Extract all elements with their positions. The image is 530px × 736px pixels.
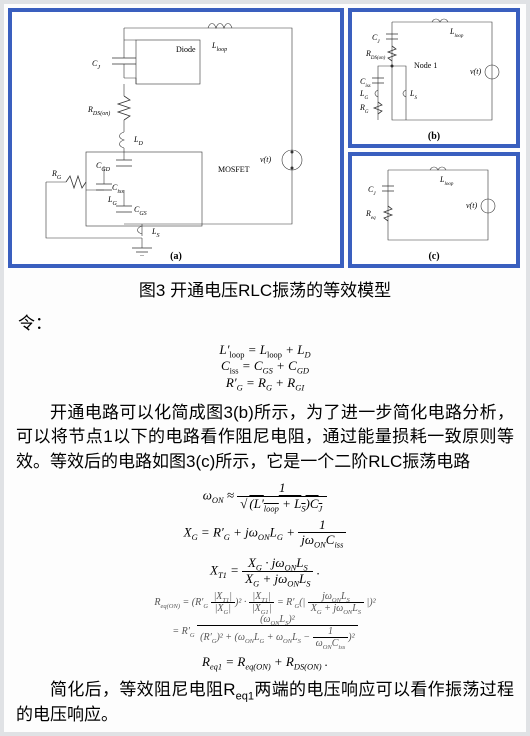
svg-text:CJ: CJ — [92, 59, 100, 71]
svg-text:Req: Req — [365, 209, 376, 221]
svg-text:LG: LG — [107, 195, 117, 207]
svg-text:LD: LD — [133, 135, 143, 147]
figure-caption: 图3 开通电压RLC振荡的等效模型 — [4, 272, 526, 307]
para2-a: 简化后，等效阻尼电阻R — [50, 680, 236, 699]
panel-b-label: (b) — [428, 131, 440, 142]
figure-panel-a: CJ Diode Lloop RDS(on) LD — [8, 8, 344, 268]
svg-text:Ciss: Ciss — [360, 77, 371, 89]
svg-text:v(t): v(t) — [260, 155, 271, 164]
svg-text:RDS(on): RDS(on) — [365, 49, 386, 61]
svg-text:MOSFET: MOSFET — [218, 165, 250, 174]
eq-omega: ωON ≈ 1 √(L′loop + LS)CJ — [4, 481, 526, 512]
panel-a-label: (a) — [170, 251, 182, 262]
para2-sub: eq1 — [236, 691, 254, 703]
paragraph-1: 开通电路可以化简成图3(b)所示，为了进一步简化电路分析，可以将节点1以下的电路… — [4, 399, 526, 479]
eq-req-expand: Req(ON) = (R′G |XT1||XG|)² · |XT1||XG1| … — [4, 591, 526, 649]
eq-set-2: ωON ≈ 1 √(L′loop + LS)CJ XG = R′G + jωON… — [4, 479, 526, 677]
svg-text:RDS(on): RDS(on) — [87, 105, 110, 117]
svg-text:CJ: CJ — [368, 185, 376, 197]
circuit-c-svg: Lloop CJ Req v(t) — [352, 156, 516, 256]
svg-text:Node 1: Node 1 — [414, 61, 437, 70]
svg-text:RG: RG — [51, 169, 62, 181]
svg-text:Diode: Diode — [176, 45, 196, 54]
svg-text:Lloop: Lloop — [439, 175, 454, 187]
figure-panel-c: Lloop CJ Req v(t) (c) — [348, 152, 520, 268]
eq-xg: XG = R′G + jωONLG + 1 jωONCiss — [4, 518, 526, 549]
svg-text:LS: LS — [409, 89, 417, 101]
svg-text:v(t): v(t) — [466, 201, 477, 210]
svg-text:RG: RG — [359, 103, 369, 115]
svg-text:CJ: CJ — [372, 33, 380, 45]
eq-req1: Req1 = Req(ON) + RDS(ON) . — [4, 655, 526, 670]
svg-text:Lloop: Lloop — [211, 41, 227, 53]
circuit-b-svg: Lloop CJ RDS(on) Node 1 Ciss — [352, 12, 516, 136]
svg-text:CGD: CGD — [96, 161, 111, 173]
svg-text:LS: LS — [151, 227, 159, 239]
eq-xt1: XT1 = XG · jωONLS XG + jωONLS . — [4, 556, 526, 587]
let-line: 令： — [4, 307, 526, 340]
eq-set-1: L′loop = Lloop + LD Ciss = CGS + CGD R′G… — [4, 340, 526, 399]
svg-text:Lloop: Lloop — [449, 27, 464, 39]
panel-c-label: (c) — [428, 251, 439, 262]
eq1-line3: R′G = RG + RGI — [4, 375, 526, 391]
svg-text:Ciss: Ciss — [112, 183, 124, 195]
svg-text:LG: LG — [359, 89, 368, 101]
figure-panels: CJ Diode Lloop RDS(on) LD — [4, 4, 526, 272]
eq1-line1: L′loop = Lloop + LD — [4, 342, 526, 358]
figure-panel-b: Lloop CJ RDS(on) Node 1 Ciss — [348, 8, 520, 148]
eq1-line2: Ciss = CGS + CGD — [4, 358, 526, 374]
paragraph-2: 简化后，等效阻尼电阻Req1两端的电压响应可以看作振荡过程的电压响应。 — [4, 676, 526, 731]
svg-text:CGS: CGS — [134, 205, 147, 217]
circuit-a-svg: CJ Diode Lloop RDS(on) LD — [12, 12, 340, 256]
svg-text:v(t): v(t) — [470, 67, 481, 76]
